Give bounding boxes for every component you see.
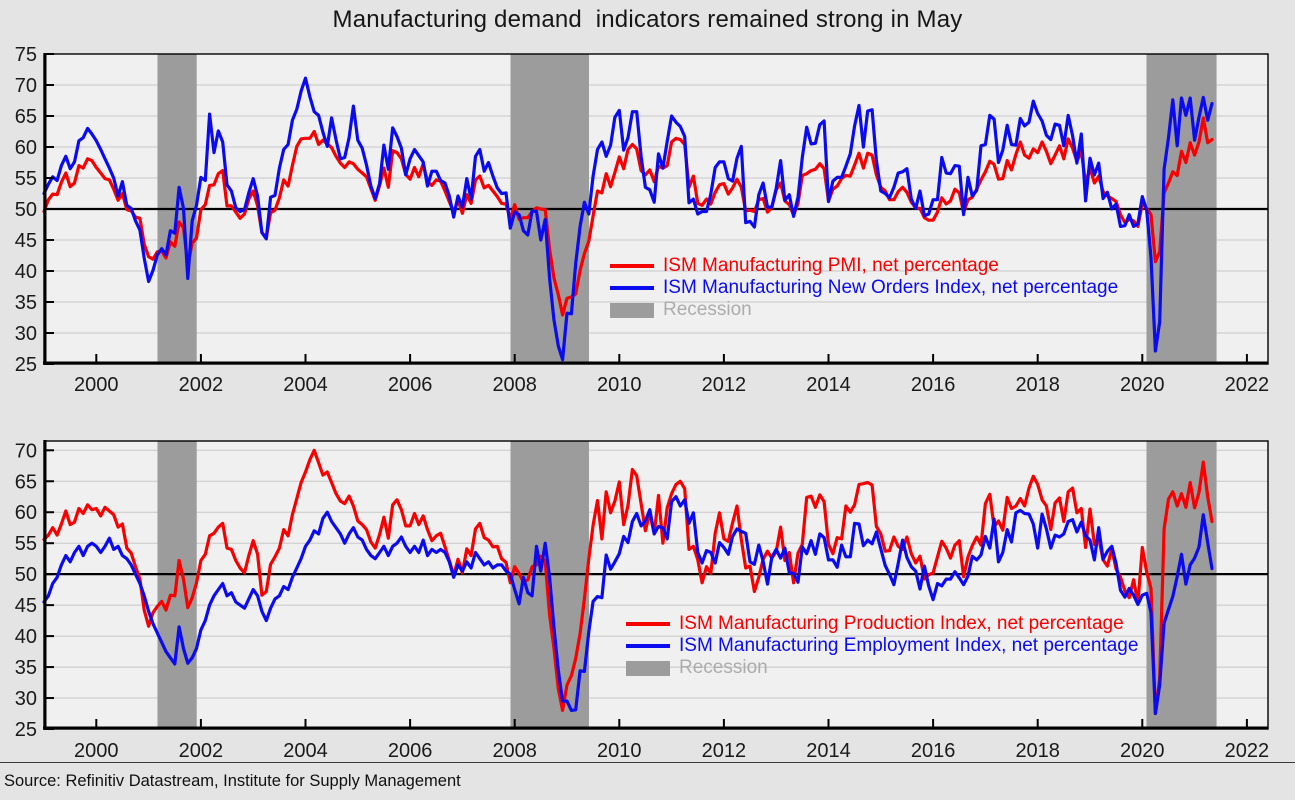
legend-label-employment: ISM Manufacturing Employment Index, net … <box>679 635 1139 656</box>
y-tick-label: 25 <box>15 354 37 376</box>
legend-item-new-orders: ISM Manufacturing New Orders Index, net … <box>610 277 1118 299</box>
y-tick-label: 60 <box>15 502 37 524</box>
legend-item-production: ISM Manufacturing Production Index, net … <box>626 613 1138 635</box>
y-tick-label: 40 <box>15 626 37 648</box>
y-tick-label: 25 <box>15 719 37 741</box>
y-tick-label: 75 <box>15 44 37 66</box>
footer-separator <box>0 762 1295 763</box>
x-tick-label: 2000 <box>74 374 119 396</box>
legend-item-employment: ISM Manufacturing Employment Index, net … <box>626 635 1138 657</box>
source-note: Source: Refinitiv Datastream, Institute … <box>4 772 461 790</box>
y-tick-label: 30 <box>15 323 37 345</box>
x-tick-label: 2012 <box>702 374 747 396</box>
x-tick-label: 2020 <box>1120 374 1165 396</box>
pmi-line-swatch <box>610 264 654 268</box>
x-tick-label: 2012 <box>702 740 747 762</box>
x-tick-label: 2022 <box>1225 740 1270 762</box>
new-orders-line-swatch <box>610 286 654 290</box>
x-tick-label: 2006 <box>388 740 433 762</box>
series-line <box>42 495 1214 716</box>
legend-label-recession: Recession <box>663 299 752 320</box>
y-tick-label: 70 <box>15 75 37 97</box>
recession-band-swatch <box>626 660 670 676</box>
x-tick-label: 2000 <box>74 740 119 762</box>
y-tick-label: 55 <box>15 533 37 555</box>
x-tick-label: 2004 <box>283 740 328 762</box>
y-tick-label: 30 <box>15 688 37 710</box>
production-line-swatch <box>626 622 670 626</box>
x-tick-label: 2006 <box>388 374 433 396</box>
x-tick-label: 2016 <box>911 740 956 762</box>
x-tick-label: 2002 <box>179 374 224 396</box>
legend-label-new-orders: ISM Manufacturing New Orders Index, net … <box>663 277 1119 298</box>
y-tick-label: 50 <box>15 564 37 586</box>
x-tick-label: 2004 <box>283 374 328 396</box>
y-tick-label: 70 <box>15 440 37 462</box>
legend-label-recession: Recession <box>679 657 768 678</box>
x-tick-label: 2010 <box>597 374 642 396</box>
y-tick-label: 65 <box>15 106 37 128</box>
y-tick-label: 40 <box>15 261 37 283</box>
x-tick-label: 2014 <box>806 740 851 762</box>
x-tick-label: 2002 <box>179 740 224 762</box>
series-line <box>42 76 1214 362</box>
chart-title: Manufacturing demand indicators remained… <box>332 6 963 33</box>
legend-top-chart: ISM Manufacturing PMI, net percentage IS… <box>610 255 1118 321</box>
x-tick-label: 2008 <box>492 374 537 396</box>
plot-area <box>44 441 1268 729</box>
x-tick-label: 2020 <box>1120 740 1165 762</box>
legend-item-recession: Recession <box>610 299 1118 321</box>
legend-bottom-chart: ISM Manufacturing Production Index, net … <box>626 613 1138 679</box>
x-tick-label: 2018 <box>1015 740 1060 762</box>
legend-item-pmi: ISM Manufacturing PMI, net percentage <box>610 255 1118 277</box>
legend-label-production: ISM Manufacturing Production Index, net … <box>679 613 1124 634</box>
x-tick-label: 2014 <box>806 374 851 396</box>
y-tick-label: 35 <box>15 292 37 314</box>
employment-line-swatch <box>626 644 670 648</box>
y-tick-label: 50 <box>15 199 37 221</box>
y-tick-label: 45 <box>15 595 37 617</box>
x-tick-label: 2018 <box>1015 374 1060 396</box>
x-tick-label: 2010 <box>597 740 642 762</box>
x-tick-label: 2022 <box>1225 374 1270 396</box>
series-line <box>42 116 1214 317</box>
y-tick-label: 45 <box>15 230 37 252</box>
y-tick-label: 35 <box>15 657 37 679</box>
series-line <box>42 448 1214 716</box>
y-tick-label: 55 <box>15 168 37 190</box>
y-tick-label: 65 <box>15 471 37 493</box>
legend-item-recession: Recession <box>626 657 1138 679</box>
y-tick-label: 60 <box>15 137 37 159</box>
x-tick-label: 2016 <box>911 374 956 396</box>
x-tick-label: 2008 <box>492 740 537 762</box>
legend-label-pmi: ISM Manufacturing PMI, net percentage <box>663 255 999 276</box>
recession-band-swatch <box>610 302 654 318</box>
